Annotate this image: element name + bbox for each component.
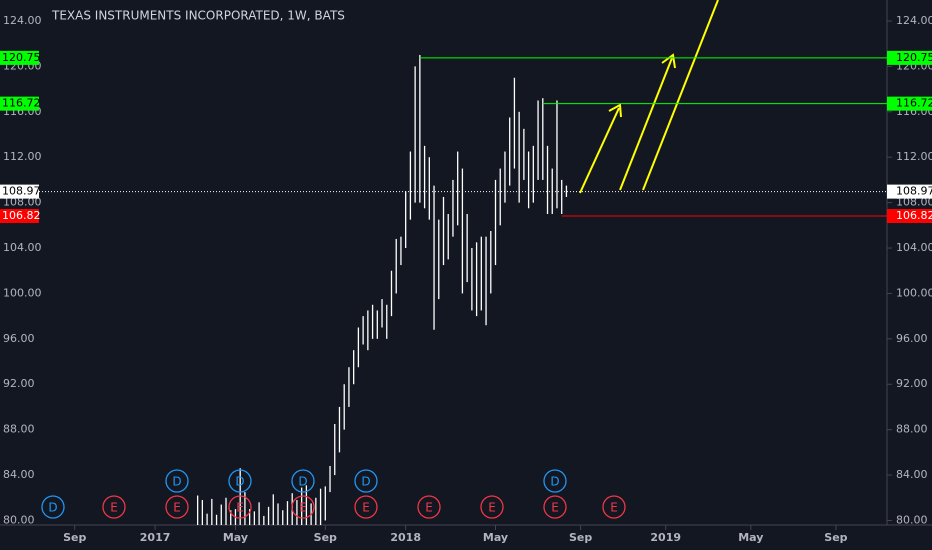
event-marker bbox=[543, 495, 567, 519]
level-box bbox=[887, 184, 932, 199]
y-tick-label: 108.00 bbox=[896, 196, 932, 209]
level-label: 116.72 bbox=[2, 97, 41, 110]
plot-area bbox=[0, 55, 887, 525]
y-tick-label: 100.00 bbox=[896, 286, 932, 299]
event-marker bbox=[165, 469, 189, 493]
y-tick-label-left: 92.00 bbox=[3, 377, 35, 390]
y-tick-label: 80.00 bbox=[896, 513, 928, 526]
event-label: E bbox=[488, 501, 496, 515]
y-tick-label-left: 88.00 bbox=[3, 423, 35, 436]
event-label: E bbox=[236, 501, 244, 515]
event-marker bbox=[102, 495, 126, 519]
event-label: E bbox=[551, 501, 559, 515]
x-tick-label: Sep bbox=[569, 531, 592, 544]
x-tick-label: 2018 bbox=[390, 531, 421, 544]
x-tick-label: 2017 bbox=[140, 531, 171, 544]
level-label: 106.82 bbox=[2, 209, 41, 222]
event-marker bbox=[291, 469, 315, 493]
event-marker bbox=[480, 495, 504, 519]
level-label: 120.75 bbox=[2, 51, 41, 64]
y-tick-label-left: 100.00 bbox=[3, 286, 42, 299]
y-tick-label: 84.00 bbox=[896, 468, 928, 481]
y-tick-label-left: 104.00 bbox=[3, 241, 42, 254]
event-marker bbox=[602, 495, 626, 519]
event-marker bbox=[165, 495, 189, 519]
event-marker bbox=[291, 495, 315, 519]
event-label: E bbox=[362, 501, 370, 515]
y-tick-label: 124.00 bbox=[896, 14, 932, 27]
x-tick-label: May bbox=[223, 531, 248, 544]
event-marker bbox=[228, 469, 252, 493]
x-tick-label: Sep bbox=[314, 531, 337, 544]
y-tick-label: 96.00 bbox=[896, 332, 928, 345]
level-label: 120.75 bbox=[896, 51, 932, 64]
event-marker bbox=[228, 495, 252, 519]
arrows bbox=[579, 0, 719, 194]
chart-title: TEXAS INSTRUMENTS INCORPORATED, 1W, BATS bbox=[51, 9, 345, 23]
event-label: E bbox=[110, 501, 118, 515]
y-tick-label-left: 112.00 bbox=[3, 150, 42, 163]
x-tick-label: May bbox=[738, 531, 763, 544]
level-label: 108.97 bbox=[896, 185, 932, 198]
y-tick-label-left: 80.00 bbox=[3, 513, 35, 526]
y-tick-label: 104.00 bbox=[896, 241, 932, 254]
level-box bbox=[0, 50, 39, 65]
y-tick-label-left: 96.00 bbox=[3, 332, 35, 345]
y-tick-label-left: 84.00 bbox=[3, 468, 35, 481]
y-tick-label: 88.00 bbox=[896, 423, 928, 436]
level-label: 108.97 bbox=[2, 185, 41, 198]
y-tick-label: 92.00 bbox=[896, 377, 928, 390]
level-label: 106.82 bbox=[896, 209, 932, 222]
event-label: D bbox=[235, 475, 244, 489]
y-tick-label: 112.00 bbox=[896, 150, 932, 163]
level-box bbox=[0, 184, 39, 199]
x-tick-label: Sep bbox=[824, 531, 847, 544]
level-box bbox=[0, 96, 39, 111]
event-marker bbox=[354, 469, 378, 493]
event-label: E bbox=[173, 501, 181, 515]
x-tick-label: 2019 bbox=[650, 531, 681, 544]
event-label: D bbox=[298, 475, 307, 489]
event-marker bbox=[543, 469, 567, 493]
event-label: E bbox=[425, 501, 433, 515]
level-box bbox=[887, 96, 932, 111]
event-label: E bbox=[610, 501, 618, 515]
x-tick-label: Sep bbox=[63, 531, 86, 544]
event-label: D bbox=[172, 475, 181, 489]
level-box bbox=[887, 209, 932, 224]
y-tick-label-left: 108.00 bbox=[3, 196, 42, 209]
event-marker bbox=[354, 495, 378, 519]
event-marker bbox=[41, 495, 65, 519]
level-label: 116.72 bbox=[896, 97, 932, 110]
level-box bbox=[887, 50, 932, 65]
event-label: D bbox=[48, 501, 57, 515]
event-label: E bbox=[299, 501, 307, 515]
y-tick-label-left: 124.00 bbox=[3, 14, 42, 27]
level-box bbox=[0, 209, 39, 224]
x-tick-label: May bbox=[483, 531, 508, 544]
event-marker bbox=[417, 495, 441, 519]
event-label: D bbox=[361, 475, 370, 489]
event-label: D bbox=[550, 475, 559, 489]
